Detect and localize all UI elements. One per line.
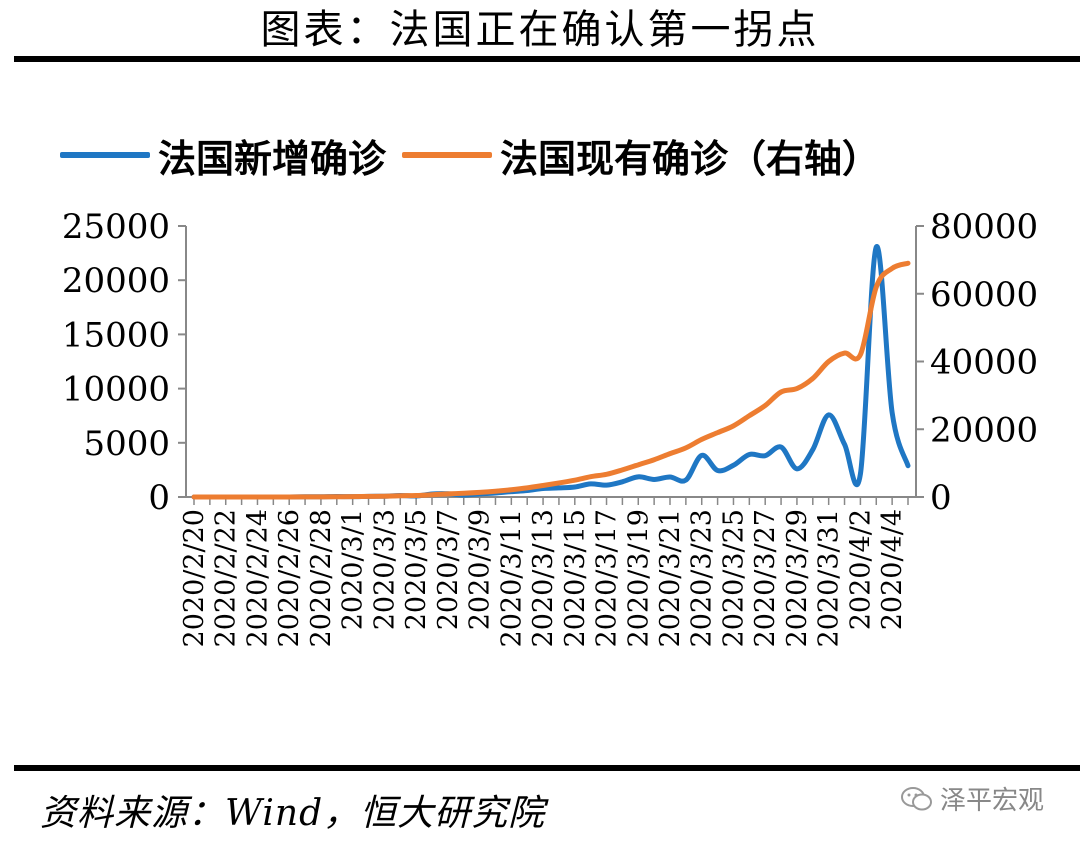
chart-legend: 法国新增确诊 法国现有确诊（右轴） — [60, 128, 896, 183]
legend-label-active-cases: 法国现有确诊（右轴） — [500, 135, 881, 181]
x-tick-label: 2020/2/20 — [179, 509, 210, 647]
x-tick-label: 2020/3/21 — [655, 509, 686, 647]
x-tick-label: 2020/3/11 — [496, 509, 527, 647]
x-tick-label: 2020/3/5 — [401, 509, 432, 630]
legend-item-active-cases: 法国现有确诊（右轴） — [402, 128, 880, 183]
x-tick-label: 2020/2/24 — [242, 509, 273, 647]
legend-label-new-cases: 法国新增确诊 — [158, 135, 387, 181]
line-chart: 0 5000 10000 15000 20000 25000 0 20000 40000 6000… — [62, 207, 1038, 647]
x-tick-label: 2020/4/4 — [877, 509, 908, 630]
y-right-tick-label: 0 — [930, 478, 952, 518]
x-tick-label: 2020/3/1 — [338, 509, 369, 630]
legend-swatch-active-cases — [402, 152, 493, 158]
y-right-tick-label: 20000 — [930, 410, 1038, 450]
source-note: 资料来源：Wind，恒大研究院 — [40, 793, 546, 834]
top-rule — [14, 56, 1080, 62]
x-tick-label: 2020/3/7 — [433, 509, 464, 630]
bottom-rule — [14, 765, 1080, 771]
x-tick-label: 2020/3/3 — [369, 509, 400, 630]
watermark: 泽平宏观 — [900, 780, 1044, 817]
legend-item-new-cases: 法国新增确诊 — [60, 128, 386, 183]
x-tick-label: 2020/2/22 — [211, 509, 242, 647]
x-tick-label: 2020/3/29 — [782, 509, 813, 647]
x-tick-label: 2020/3/13 — [528, 509, 559, 647]
y-left-tick-label: 5000 — [83, 424, 170, 464]
x-tick-label: 2020/3/17 — [592, 509, 623, 647]
watermark-label: 泽平宏观 — [939, 786, 1044, 816]
legend-swatch-new-cases — [60, 152, 150, 158]
y-left-tick-label: 10000 — [62, 370, 170, 410]
x-tick-label: 2020/3/25 — [718, 509, 749, 647]
series-line-active-cases — [191, 260, 911, 500]
x-tick-label: 2020/3/23 — [687, 509, 718, 647]
x-tick-label: 2020/3/9 — [465, 509, 496, 630]
chart-title: 图表：法国正在确认第一拐点 — [260, 7, 820, 53]
x-tick-label: 2020/3/31 — [814, 509, 845, 647]
y-left-tick-label: 0 — [148, 478, 170, 518]
y-right-tick-label: 40000 — [930, 343, 1038, 383]
y-left-tick-label: 15000 — [62, 315, 170, 355]
x-tick-label: 2020/4/2 — [845, 509, 876, 630]
series-line-new-cases — [191, 244, 911, 500]
x-tick-label: 2020/2/26 — [274, 509, 305, 647]
x-tick-label: 2020/3/15 — [560, 509, 591, 647]
wechat-icon — [900, 786, 932, 810]
y-right-tick-label: 60000 — [930, 275, 1038, 315]
y-left-tick-label: 25000 — [62, 207, 170, 247]
y-right-tick-label: 80000 — [930, 207, 1038, 247]
x-tick-label: 2020/3/19 — [623, 509, 654, 647]
y-left-tick-label: 20000 — [62, 261, 170, 301]
x-tick-label: 2020/3/27 — [750, 509, 781, 647]
x-tick-label: 2020/2/28 — [306, 509, 337, 647]
